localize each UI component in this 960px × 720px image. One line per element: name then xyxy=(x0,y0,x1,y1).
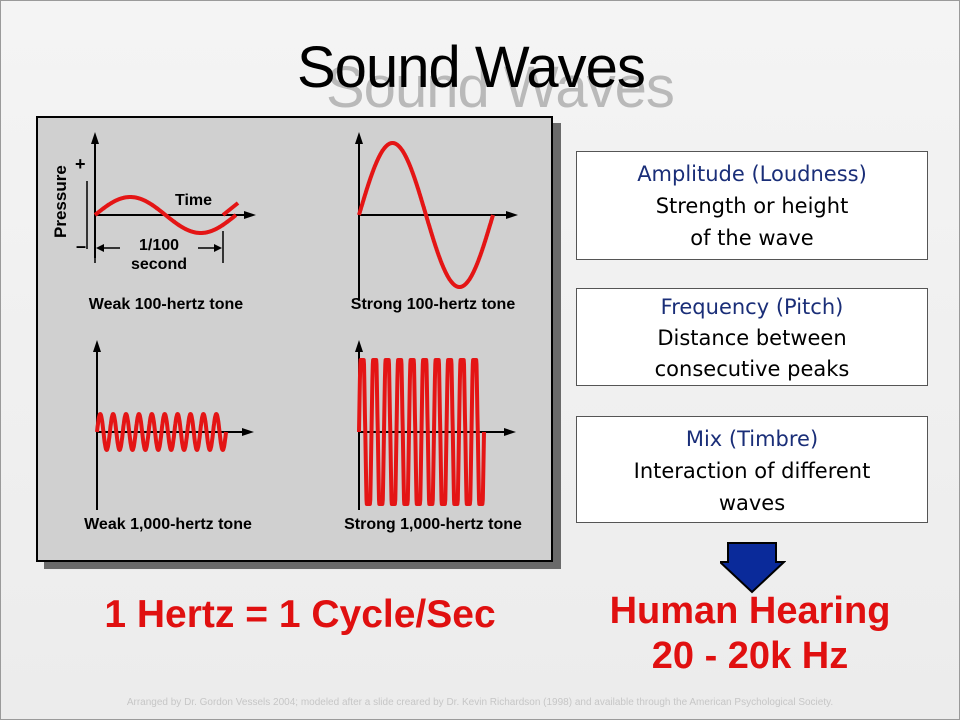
info-box-amplitude: Amplitude (Loudness) Strength or height … xyxy=(576,151,928,260)
hearing-range: 20 - 20k Hz xyxy=(651,635,849,677)
title-reflection: Sound Waves xyxy=(326,55,675,120)
title-area: Sound Waves Sound Waves xyxy=(0,34,960,120)
info-line-mix-2: waves xyxy=(718,491,786,515)
info-heading-frequency: Frequency (Pitch) xyxy=(660,295,844,319)
period-label-line1: 1/100 xyxy=(138,237,180,254)
time-label: Time xyxy=(175,192,213,209)
panel-label-weak-1000hz: Weak 1,000-hertz tone xyxy=(84,516,252,533)
wave-1-tail xyxy=(221,201,240,217)
y-axis-arrowhead xyxy=(91,132,99,144)
wave-diagrams xyxy=(86,132,518,510)
x-axis-arrowhead xyxy=(242,428,254,436)
plus-sign: + xyxy=(75,154,86,174)
x-axis-arrowhead xyxy=(504,428,516,436)
y-axis-arrowhead xyxy=(93,340,101,352)
info-line-amplitude-1: Strength or height xyxy=(655,194,849,218)
human-hearing-range: Human Hearing 20 - 20k Hz xyxy=(560,589,940,679)
down-arrow-shape xyxy=(720,542,786,594)
slide-title: Sound Waves xyxy=(297,35,646,100)
down-arrow-icon xyxy=(720,542,786,594)
y-axis-arrowhead xyxy=(355,132,363,144)
info-box-mix: Mix (Timbre) Interaction of different wa… xyxy=(576,416,928,523)
wave-4 xyxy=(357,358,486,506)
panel-strong-100hz-axes xyxy=(355,132,518,300)
period-arrow-right xyxy=(214,244,222,252)
pressure-axis-label: Pressure xyxy=(51,165,70,238)
hearing-title: Human Hearing xyxy=(609,590,891,632)
panel-weak-100hz-axes xyxy=(86,132,256,263)
wave-curves xyxy=(93,141,495,506)
period-arrow-left xyxy=(96,244,104,252)
period-label-line2: second xyxy=(130,256,187,273)
sound-wave-figure: Pressure + – Time 1/100 second Weak 100-… xyxy=(36,116,553,562)
info-line-frequency-2: consecutive peaks xyxy=(654,357,850,381)
wave-2 xyxy=(357,141,495,289)
info-heading-amplitude: Amplitude (Loudness) xyxy=(637,162,867,186)
info-box-frequency: Frequency (Pitch) Distance between conse… xyxy=(576,288,928,386)
panel-label-strong-1000hz: Strong 1,000-hertz tone xyxy=(344,516,522,533)
x-axis-arrowhead xyxy=(506,211,518,219)
hertz-definition: 1 Hertz = 1 Cycle/Sec xyxy=(104,593,496,636)
wave-3 xyxy=(95,412,228,452)
y-axis-arrowhead xyxy=(355,340,363,352)
wave-1 xyxy=(93,195,238,235)
x-axis-arrowhead xyxy=(244,211,256,219)
panel-label-strong-100hz: Strong 100-hertz tone xyxy=(350,296,516,313)
panel-label-weak-100hz: Weak 100-hertz tone xyxy=(88,296,244,313)
info-line-mix-1: Interaction of different xyxy=(633,459,871,483)
info-line-frequency-1: Distance between xyxy=(657,326,847,350)
info-heading-mix: Mix (Timbre) xyxy=(685,427,819,451)
credit-footer: Arranged by Dr. Gordon Vessels 2004; mod… xyxy=(126,697,834,708)
minus-sign: – xyxy=(76,236,87,256)
info-line-amplitude-2: of the wave xyxy=(690,226,814,250)
